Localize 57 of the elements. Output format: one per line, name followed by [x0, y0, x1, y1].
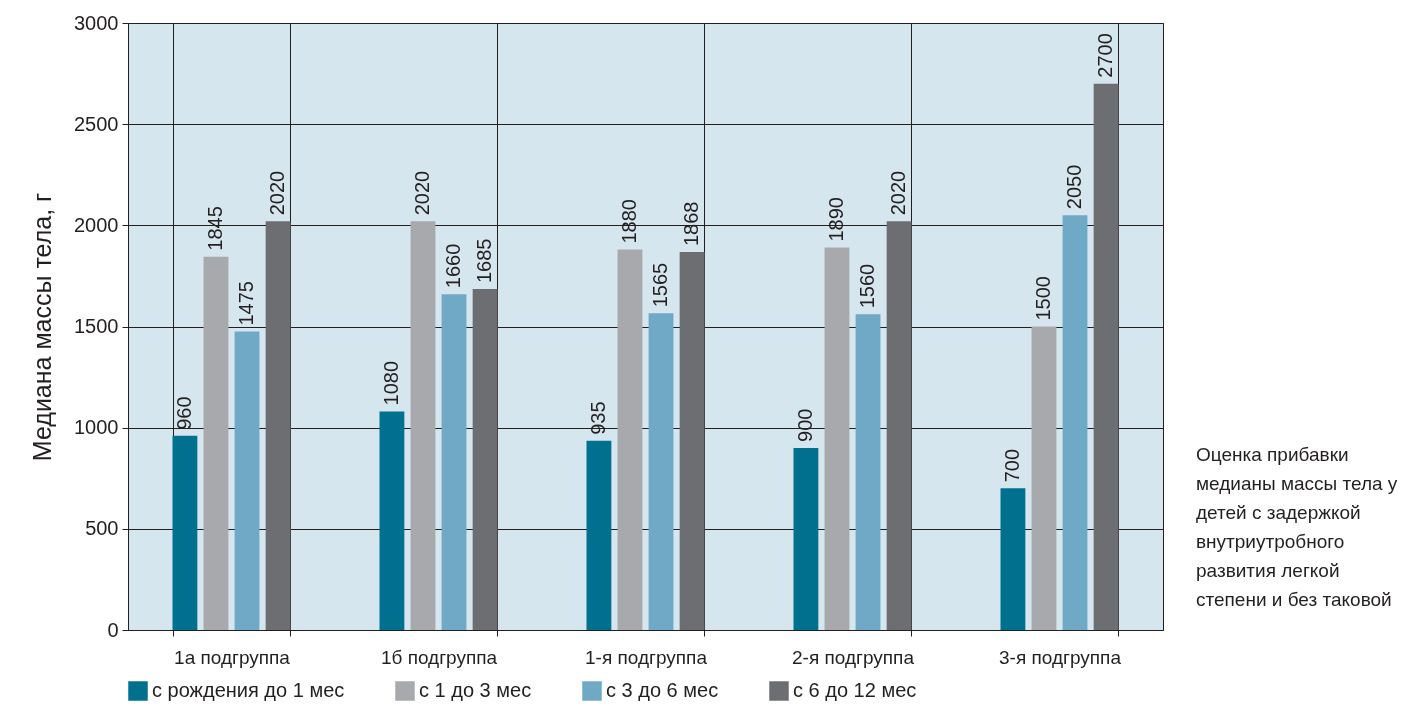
y-tick-label: 2000: [74, 213, 119, 236]
x-tick-label: 1-я подгруппа: [585, 646, 708, 668]
bar: [793, 447, 819, 630]
bar: [824, 247, 850, 630]
y-tick-label: 1000: [74, 416, 119, 439]
x-tick-label: 1а подгруппа: [174, 646, 291, 668]
data-label: 1845: [203, 206, 226, 251]
y-tick-label: 3000: [74, 11, 119, 34]
data-label: 1560: [856, 263, 879, 309]
y-tick-label: 1500: [74, 315, 119, 337]
bar: [1031, 326, 1057, 630]
data-label: 935: [586, 401, 609, 435]
bar: [472, 289, 498, 630]
legend-label: с 3 до 6 мес: [606, 679, 719, 701]
data-label: 700: [1000, 448, 1023, 483]
data-label: 1475: [235, 281, 258, 326]
x-tick-label: 1б подгруппа: [380, 646, 498, 668]
legend-label: с 1 до 3 мес: [419, 679, 532, 701]
y-tick-label: 500: [85, 517, 119, 540]
data-label: 1565: [649, 262, 672, 308]
data-label: 1500: [1031, 276, 1054, 321]
data-label: 1880: [617, 199, 640, 244]
bar: [265, 221, 291, 630]
bar: [586, 440, 612, 630]
bar: [1000, 488, 1026, 630]
bar: [1062, 215, 1088, 630]
x-tick-label: 2-я подгруппа: [792, 646, 915, 668]
bar: [648, 313, 674, 630]
legend-label: с рождения до 1 мес: [152, 679, 345, 701]
bar: [203, 256, 229, 630]
data-label: 1080: [379, 360, 402, 406]
data-label: 2020: [410, 170, 433, 216]
data-label: 2020: [266, 170, 289, 216]
bar: [886, 221, 912, 630]
data-label: 960: [172, 396, 195, 430]
bar: [410, 221, 436, 630]
y-tick-label: 2500: [74, 112, 119, 135]
data-label: 2020: [887, 170, 910, 216]
y-tick-label: 0: [107, 618, 119, 641]
bar: [617, 249, 643, 630]
bar: [379, 411, 405, 630]
legend-label: с 6 до 12 мес: [793, 679, 917, 701]
bar: [172, 435, 198, 630]
x-tick-label: 3-я подгруппа: [999, 646, 1122, 668]
data-label: 1890: [824, 197, 847, 242]
bar: [441, 294, 467, 630]
data-label: 1660: [442, 243, 465, 289]
data-label: 2050: [1063, 164, 1086, 210]
bar: [679, 252, 705, 630]
bar: [234, 331, 260, 630]
y-axis-title: Медиана массы тела, г: [28, 192, 57, 462]
text: Оценка прибавки медианы массы тела у детей с задержкой внутриутробного развития легкой степени и без таковой: [1196, 443, 1399, 612]
bar: [855, 314, 881, 630]
data-label: 1685: [473, 238, 496, 284]
bar: [1093, 83, 1119, 630]
data-label: 2700: [1094, 33, 1117, 78]
data-label: 1868: [680, 201, 703, 247]
